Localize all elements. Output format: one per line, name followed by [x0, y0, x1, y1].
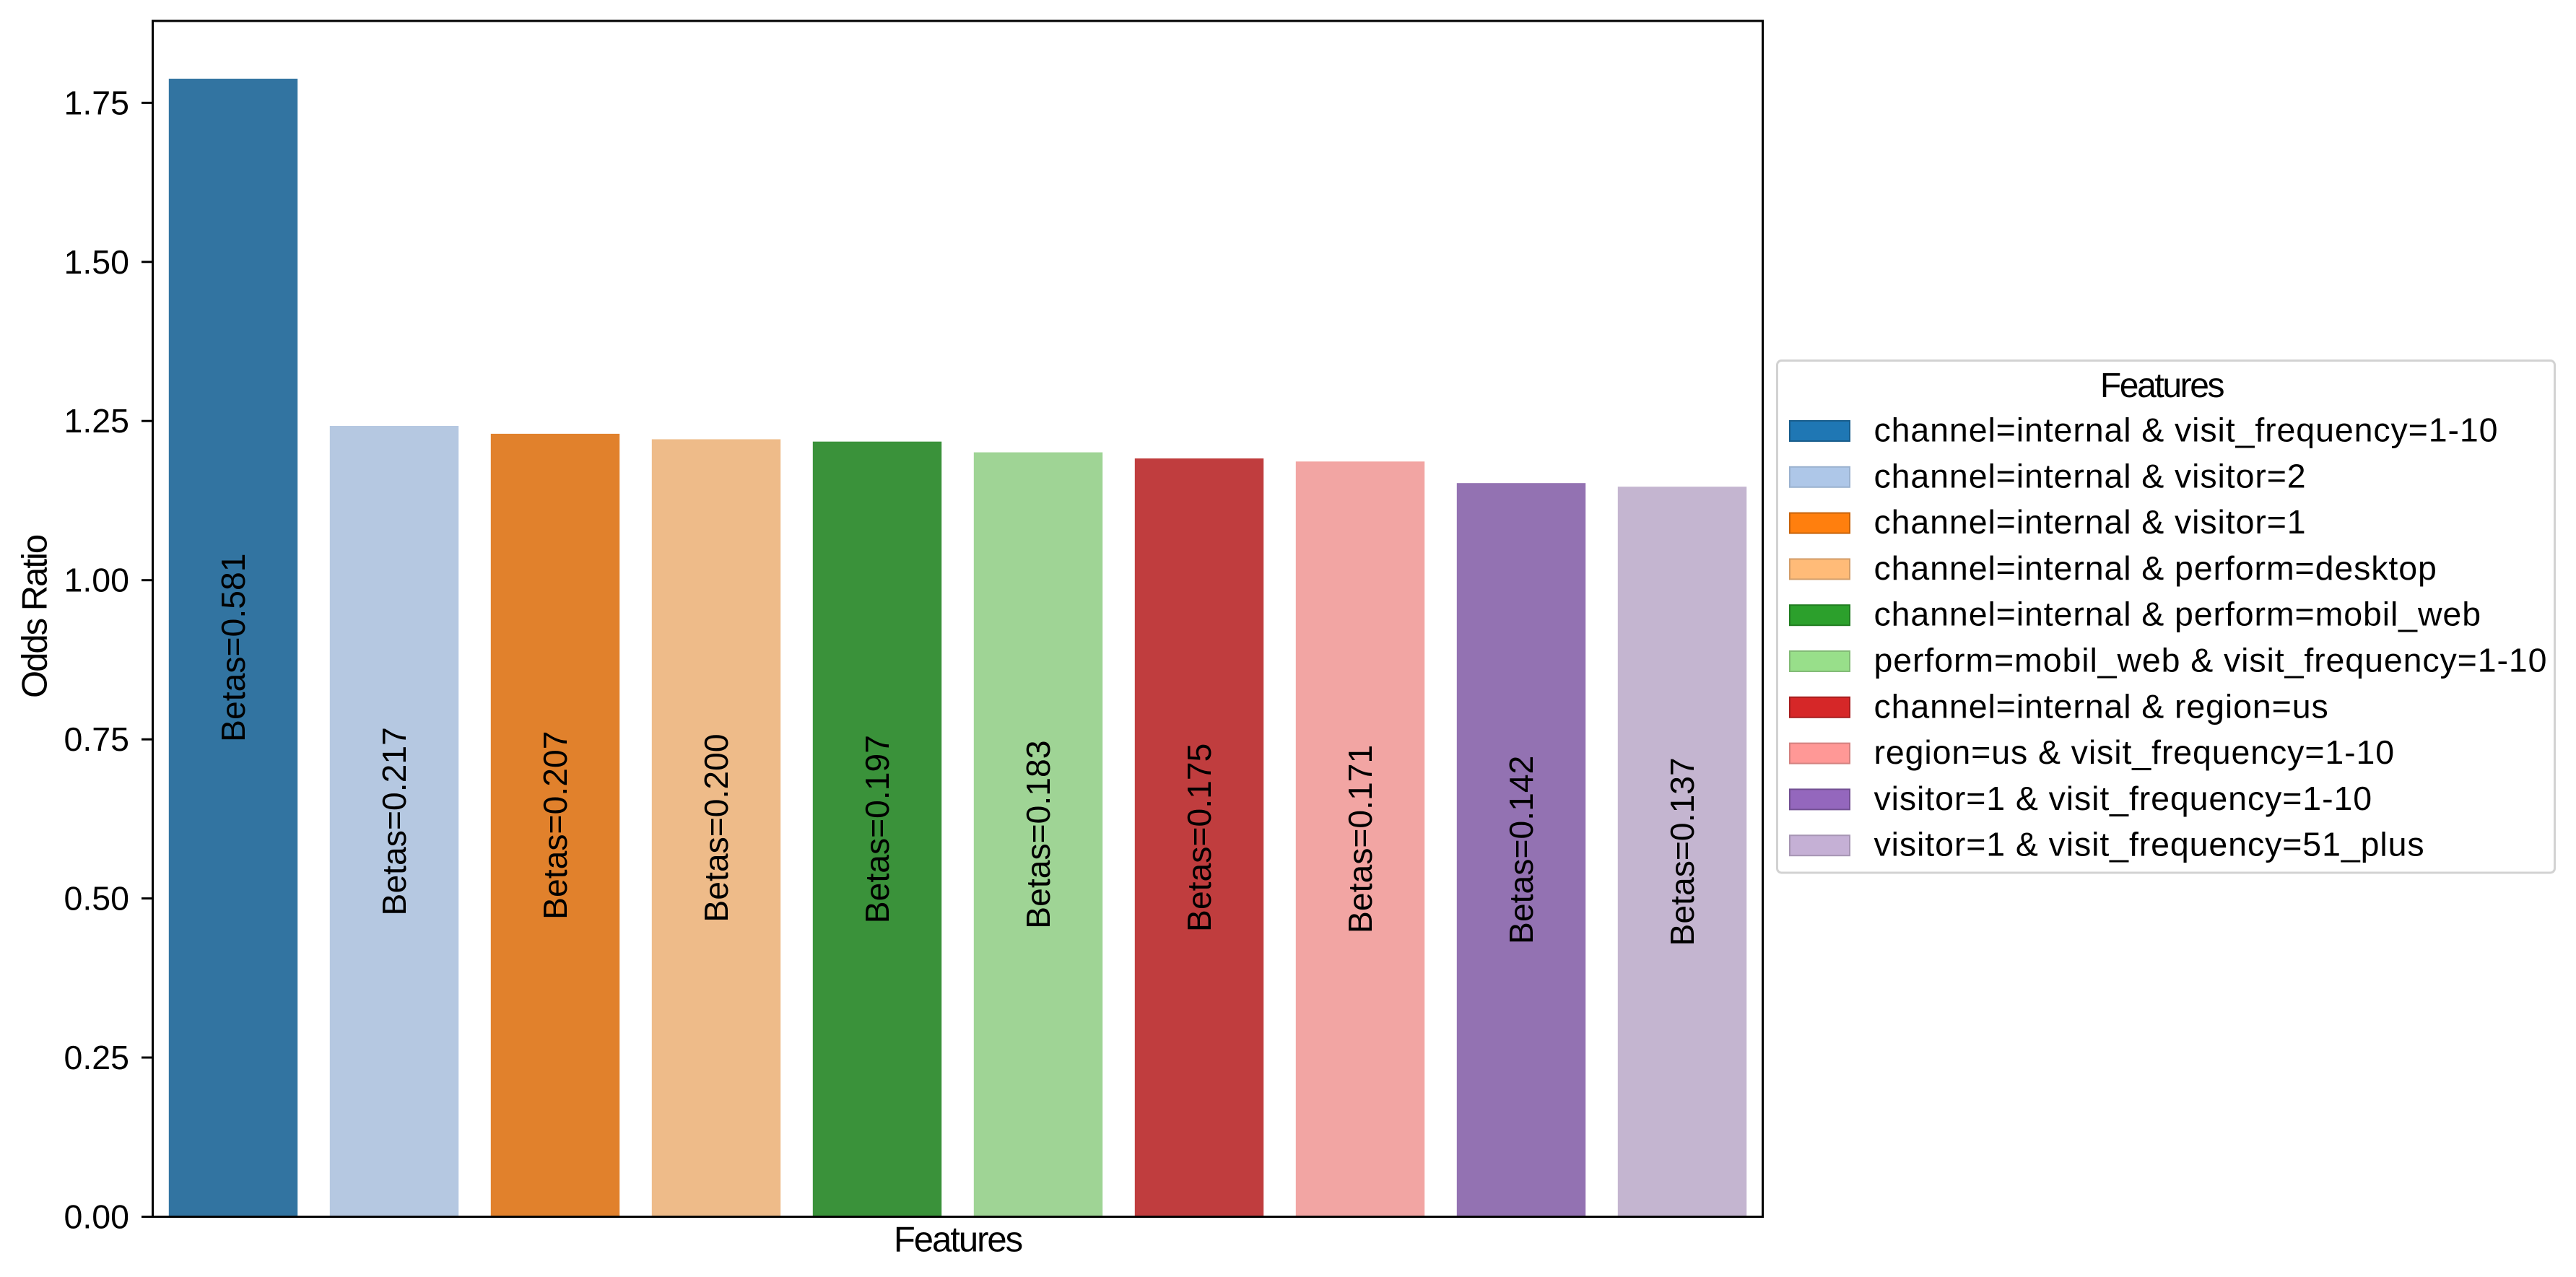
svg-text:0.50: 0.50 [64, 880, 129, 918]
svg-text:region=us & visit_frequency=1-: region=us & visit_frequency=1-10 [1874, 733, 2396, 771]
svg-text:Betas=0.581: Betas=0.581 [214, 554, 252, 742]
svg-text:Betas=0.171: Betas=0.171 [1341, 745, 1379, 933]
svg-text:0.00: 0.00 [64, 1198, 129, 1236]
svg-text:Betas=0.197: Betas=0.197 [858, 735, 896, 923]
svg-text:Betas=0.217: Betas=0.217 [375, 727, 413, 915]
svg-text:channel=internal & visitor=2: channel=internal & visitor=2 [1874, 457, 2307, 494]
svg-text:Features: Features [2100, 367, 2224, 405]
svg-text:1.75: 1.75 [64, 84, 129, 121]
svg-text:Betas=0.137: Betas=0.137 [1663, 757, 1701, 946]
svg-text:Betas=0.200: Betas=0.200 [697, 733, 735, 922]
svg-text:channel=internal & perform=mob: channel=internal & perform=mobil_web [1874, 596, 2481, 633]
svg-text:perform=mobil_web & visit_freq: perform=mobil_web & visit_frequency=1-10 [1874, 642, 2548, 679]
svg-text:1.25: 1.25 [64, 402, 129, 440]
svg-text:Features: Features [894, 1221, 1022, 1260]
svg-text:visitor=1 & visit_frequency=1-: visitor=1 & visit_frequency=1-10 [1874, 780, 2372, 817]
svg-text:0.25: 0.25 [64, 1039, 129, 1076]
svg-text:channel=internal & region=us: channel=internal & region=us [1874, 687, 2329, 725]
svg-text:Odds Ratio: Odds Ratio [16, 535, 55, 698]
svg-text:Betas=0.207: Betas=0.207 [536, 731, 574, 920]
svg-text:Betas=0.175: Betas=0.175 [1180, 744, 1218, 932]
svg-text:Betas=0.183: Betas=0.183 [1019, 740, 1057, 928]
svg-text:channel=internal & visitor=1: channel=internal & visitor=1 [1874, 503, 2307, 541]
svg-text:1.50: 1.50 [64, 243, 129, 281]
svg-text:channel=internal & perform=des: channel=internal & perform=desktop [1874, 549, 2437, 587]
svg-text:channel=internal & visit_frequ: channel=internal & visit_frequency=1-10 [1874, 411, 2499, 449]
svg-text:0.75: 0.75 [64, 720, 129, 758]
svg-text:visitor=1 & visit_frequency=51: visitor=1 & visit_frequency=51_plus [1874, 826, 2425, 863]
svg-text:Betas=0.142: Betas=0.142 [1502, 756, 1540, 944]
svg-text:1.00: 1.00 [64, 562, 129, 599]
